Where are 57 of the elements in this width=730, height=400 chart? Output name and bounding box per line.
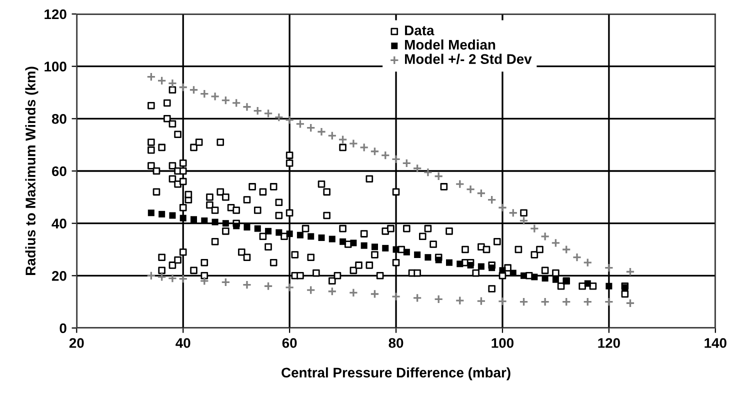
point xyxy=(488,264,496,272)
point xyxy=(158,210,166,218)
point xyxy=(265,228,272,234)
point xyxy=(212,218,218,226)
x-tick-label: 120 xyxy=(598,338,620,348)
point xyxy=(584,280,591,287)
point xyxy=(552,276,559,283)
point xyxy=(446,259,453,266)
point xyxy=(190,216,198,223)
point xyxy=(318,234,325,241)
y-tick-label: 40 xyxy=(52,218,66,229)
point xyxy=(148,210,154,216)
point xyxy=(403,248,410,256)
point xyxy=(456,260,464,268)
point xyxy=(276,229,282,236)
point xyxy=(222,220,229,227)
point xyxy=(414,251,421,258)
point xyxy=(382,244,389,252)
y-tick-label: 80 xyxy=(52,114,66,124)
y-axis-title: Radius to Maximum Winds (km) xyxy=(25,66,38,275)
point xyxy=(169,212,176,219)
point xyxy=(233,222,240,230)
y-tick-label: 0 xyxy=(60,323,66,334)
x-tick-label: 60 xyxy=(282,338,297,348)
point xyxy=(244,224,250,231)
point xyxy=(350,240,357,246)
x-tick-label: 100 xyxy=(492,338,514,348)
x-tick-label: 40 xyxy=(176,338,190,348)
legend-label: Data xyxy=(405,26,434,36)
legend-label: Model Median xyxy=(405,39,496,50)
y-tick-label: 120 xyxy=(44,9,66,20)
point xyxy=(520,272,528,279)
point xyxy=(328,236,336,242)
point xyxy=(606,282,612,290)
point xyxy=(467,262,474,268)
point xyxy=(360,242,368,249)
x-tick-label: 140 xyxy=(704,338,726,348)
point xyxy=(478,263,484,270)
point xyxy=(424,254,432,261)
x-axis-title: Central Pressure Difference (mbar) xyxy=(282,367,510,380)
point xyxy=(254,225,261,232)
point xyxy=(180,214,186,222)
point xyxy=(340,238,346,245)
x-tick-label: 80 xyxy=(388,338,404,348)
x-tick-label: 20 xyxy=(69,338,84,348)
y-tick-label: 100 xyxy=(44,62,66,72)
point xyxy=(286,230,293,238)
point xyxy=(435,256,442,264)
y-tick-label: 60 xyxy=(52,166,66,176)
point xyxy=(296,232,304,238)
point xyxy=(308,233,314,240)
point xyxy=(499,267,506,274)
point xyxy=(531,274,538,280)
y-tick-label: 20 xyxy=(52,271,66,281)
point xyxy=(371,244,378,250)
legend-label: Model +/- 2 Std Dev xyxy=(405,54,532,64)
point xyxy=(392,246,400,253)
